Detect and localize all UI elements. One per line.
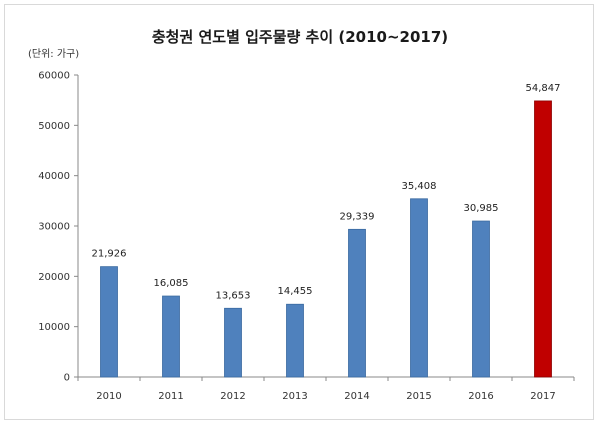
- y-tick-label: 50000: [38, 121, 70, 132]
- x-tick-label: 2015: [406, 391, 431, 402]
- bar: [224, 307, 242, 378]
- data-label: 14,455: [278, 286, 313, 297]
- bar: [348, 228, 366, 378]
- bar: [472, 220, 490, 378]
- bar: [410, 198, 428, 378]
- x-tick-label: 2011: [158, 391, 183, 402]
- x-tick-label: 2012: [220, 391, 245, 402]
- chart-title: 충청권 연도별 입주물량 추이 (2010~2017): [151, 28, 449, 46]
- x-tick-label: 2010: [96, 391, 121, 402]
- x-tick-label: 2013: [282, 391, 307, 402]
- unit-label: (단위: 가구): [28, 49, 80, 60]
- y-tick-label: 40000: [38, 171, 70, 182]
- y-tick-label: 20000: [38, 272, 70, 283]
- bar: [162, 295, 180, 378]
- y-tick-label: 0: [64, 373, 70, 384]
- data-label: 54,847: [526, 83, 561, 94]
- data-label: 35,408: [402, 181, 437, 192]
- x-tick-label: 2014: [344, 391, 369, 402]
- data-label: 13,653: [216, 290, 251, 301]
- data-label: 16,085: [154, 278, 189, 289]
- data-label: 21,926: [92, 249, 127, 260]
- x-tick-label: 2016: [468, 391, 493, 402]
- bar: [100, 266, 118, 378]
- x-tick-label: 2017: [530, 391, 555, 402]
- bar: [534, 100, 552, 378]
- y-tick-label: 10000: [38, 322, 70, 333]
- data-label: 29,339: [340, 211, 375, 222]
- data-label: 30,985: [464, 203, 499, 214]
- y-tick-label: 60000: [38, 71, 70, 82]
- bar: [286, 303, 304, 378]
- y-tick-label: 30000: [38, 222, 70, 233]
